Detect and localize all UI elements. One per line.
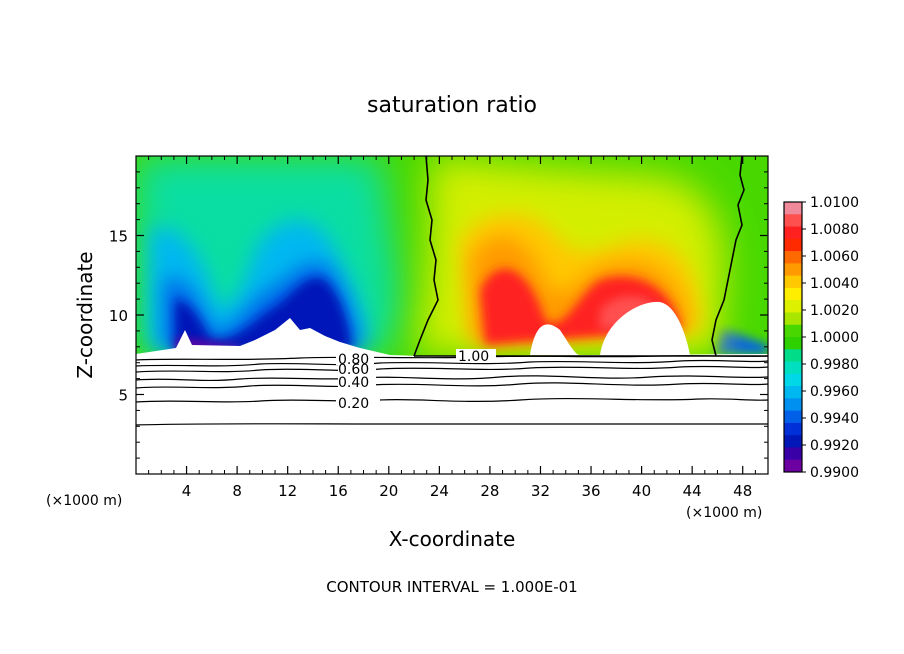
contour-label-100: 1.00 — [458, 349, 489, 365]
x-tick-label: 48 — [733, 482, 752, 500]
x-tick-label: 40 — [632, 482, 651, 500]
colorbar-label: 0.9900 — [810, 465, 859, 481]
colorbar-swatch — [784, 410, 802, 424]
colorbar-label: 0.9980 — [810, 357, 859, 373]
colorbar-label: 0.9960 — [810, 384, 859, 400]
colorbar-label: 0.9920 — [810, 438, 859, 454]
colorbar-swatch — [784, 349, 802, 363]
x-tick-label: 16 — [329, 482, 348, 500]
x-axis: 4 8 12 16 20 24 28 32 36 40 44 48 — [148, 156, 756, 500]
colorbar-swatch — [784, 300, 802, 313]
colorbar-swatch — [784, 361, 802, 375]
x-unit-left: (×1000 m) — [46, 493, 122, 509]
colorbar-swatch — [784, 447, 802, 461]
colorbar-swatch — [784, 251, 802, 264]
colorbar-label: 1.0020 — [810, 303, 859, 319]
colorbar — [783, 201, 803, 473]
y-tick-label: 10 — [109, 307, 128, 325]
colorbar-swatch — [784, 435, 802, 448]
saturation-field — [136, 156, 768, 474]
x-unit-right: (×1000 m) — [686, 505, 762, 521]
colorbar-label: 1.0080 — [810, 222, 859, 238]
colorbar-label: 1.0000 — [810, 330, 859, 346]
colorbar-label: 1.0060 — [810, 249, 859, 265]
colorbar-label: 1.0100 — [810, 195, 859, 211]
x-tick-label: 28 — [480, 482, 499, 500]
colorbar-swatch — [784, 337, 802, 350]
colorbar-swatch — [784, 459, 802, 473]
x-tick-label: 36 — [581, 482, 600, 500]
colorbar-swatch — [784, 202, 802, 215]
colorbar-swatch — [784, 312, 802, 326]
colorbar-label: 0.9940 — [810, 411, 859, 427]
x-tick-label: 24 — [430, 482, 449, 500]
y-axis: 5 10 15 — [109, 171, 768, 459]
colorbar-swatch — [784, 275, 802, 289]
colorbar-swatch — [784, 324, 802, 338]
contour-label-060: 0.60 — [338, 362, 369, 378]
x-tick-label: 32 — [531, 482, 550, 500]
x-tick-label: 4 — [182, 482, 192, 500]
y-axis-label: Z-coordinate — [73, 251, 97, 378]
colorbar-swatch — [784, 386, 802, 399]
colorbar-labels: 1.0100 1.0080 1.0060 1.0040 1.0020 1.0000 0.99… — [802, 195, 859, 481]
colorbar-label: 1.0040 — [810, 276, 859, 292]
colorbar-swatch — [784, 263, 802, 277]
colorbar-swatch — [784, 287, 802, 301]
x-tick-label: 12 — [278, 482, 297, 500]
colorbar-swatch — [784, 398, 802, 412]
contour-interval-note: CONTOUR INTERVAL = 1.000E-01 — [326, 578, 577, 596]
contour-label-020: 0.20 — [338, 396, 369, 412]
y-tick-label: 5 — [118, 387, 128, 405]
contour-label-group: 0.80 0.60 0.40 0.20 1.00 — [336, 349, 496, 412]
y-tick-label: 15 — [109, 228, 128, 246]
subsaturated-region — [136, 156, 768, 354]
colorbar-swatch — [784, 214, 802, 228]
x-tick-label: 20 — [379, 482, 398, 500]
x-tick-label: 44 — [683, 482, 702, 500]
colorbar-swatch — [784, 238, 802, 252]
colorbar-swatch — [784, 422, 802, 436]
colorbar-swatch — [784, 373, 802, 387]
x-tick-label: 8 — [232, 482, 242, 500]
x-axis-label: X-coordinate — [389, 527, 516, 551]
colorbar-swatch — [784, 226, 802, 240]
contour-label-040: 0.40 — [338, 375, 369, 391]
chart-title: saturation ratio — [367, 93, 537, 118]
